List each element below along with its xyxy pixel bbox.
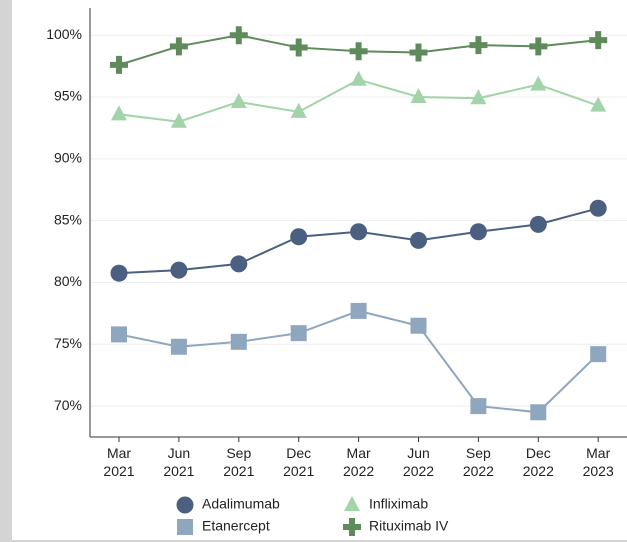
y-tick-label: 100% bbox=[46, 26, 82, 42]
data-point bbox=[110, 55, 128, 74]
data-point bbox=[170, 261, 188, 279]
legend-label: Adalimumab bbox=[202, 496, 280, 512]
data-point bbox=[170, 112, 187, 128]
data-point bbox=[589, 199, 607, 217]
data-point bbox=[589, 31, 608, 50]
data-point bbox=[590, 96, 607, 112]
data-point bbox=[529, 37, 548, 56]
data-point bbox=[470, 89, 487, 105]
y-tick-label: 75% bbox=[54, 335, 82, 351]
y-tick-label: 85% bbox=[54, 211, 82, 227]
data-point bbox=[410, 317, 427, 334]
legend-marker bbox=[344, 496, 360, 511]
x-tick-label: Sep 2021 bbox=[223, 445, 255, 479]
series-line bbox=[118, 78, 599, 123]
data-point bbox=[110, 264, 128, 282]
x-tick-label: Dec 2022 bbox=[522, 445, 554, 479]
x-tick-label: Mar 2022 bbox=[343, 445, 375, 479]
data-point bbox=[349, 42, 368, 61]
series-line bbox=[118, 309, 599, 414]
x-tick-label: Jun 2022 bbox=[402, 445, 435, 479]
data-point bbox=[169, 37, 188, 56]
data-point bbox=[350, 223, 368, 241]
y-tick-label: 95% bbox=[54, 88, 82, 104]
data-point bbox=[530, 75, 547, 91]
legend-label: Infliximab bbox=[369, 496, 428, 512]
data-point bbox=[410, 88, 427, 104]
x-tick-label: Jun 2021 bbox=[163, 445, 195, 479]
data-point bbox=[590, 346, 607, 363]
data-point bbox=[529, 215, 547, 233]
data-point bbox=[409, 43, 428, 62]
series-line bbox=[118, 207, 599, 275]
data-point bbox=[289, 38, 308, 57]
y-tick-label: 90% bbox=[54, 150, 82, 166]
data-point bbox=[111, 105, 127, 121]
data-point bbox=[350, 302, 367, 319]
legend-marker bbox=[176, 496, 194, 514]
y-tick-label: 80% bbox=[54, 273, 82, 289]
data-point bbox=[530, 404, 547, 421]
data-point bbox=[230, 92, 247, 108]
data-point bbox=[111, 326, 127, 343]
data-point bbox=[170, 338, 187, 355]
x-tick-label: Sep 2022 bbox=[462, 445, 494, 479]
x-tick-label: Mar 2021 bbox=[103, 445, 135, 479]
data-point bbox=[290, 325, 307, 342]
x-tick-label: Mar 2023 bbox=[582, 445, 614, 479]
x-tick-label: Dec 2021 bbox=[283, 445, 315, 479]
legend-label: Etanercept bbox=[202, 518, 270, 534]
data-point bbox=[410, 231, 427, 249]
data-point bbox=[230, 255, 248, 273]
data-point bbox=[470, 398, 487, 415]
legend-marker bbox=[177, 519, 193, 535]
legend-label: Rituximab IV bbox=[369, 518, 449, 534]
data-point bbox=[469, 223, 487, 241]
data-point bbox=[290, 102, 307, 118]
data-point bbox=[469, 36, 488, 55]
data-point bbox=[229, 26, 248, 45]
data-point bbox=[290, 228, 308, 246]
y-tick-label: 70% bbox=[54, 397, 82, 413]
data-point bbox=[350, 70, 367, 86]
data-point bbox=[230, 333, 247, 350]
legend-marker bbox=[343, 518, 361, 536]
